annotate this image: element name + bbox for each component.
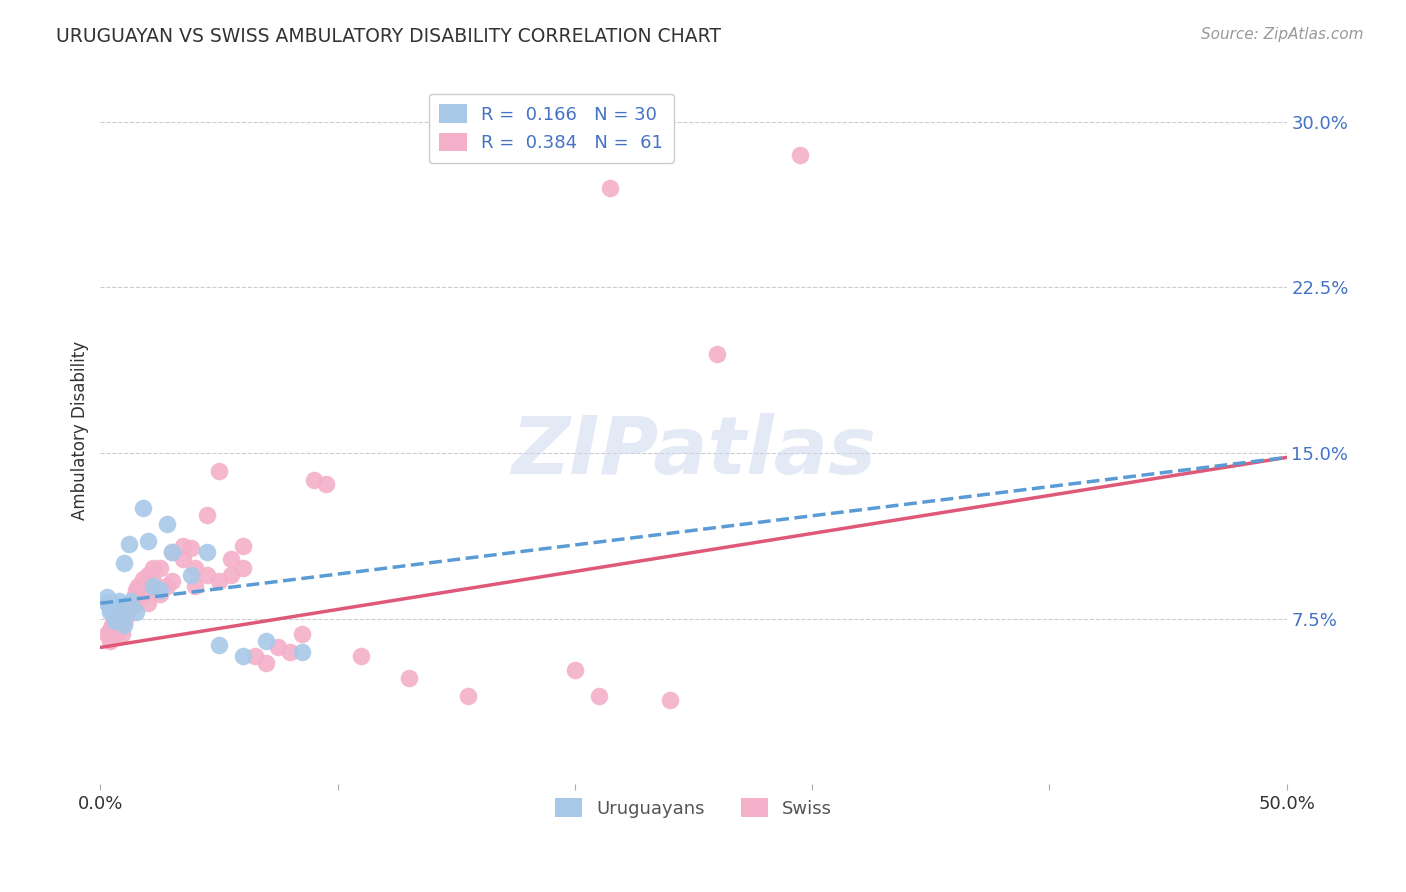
Point: [219, 552, 242, 566]
Point: [254, 633, 277, 648]
Point: [98, 600, 121, 615]
Point: [132, 587, 155, 601]
Point: [254, 656, 277, 670]
Point: [108, 618, 131, 632]
Point: [96, 627, 118, 641]
Point: [105, 614, 128, 628]
Point: [208, 574, 231, 589]
Point: [149, 582, 172, 597]
Point: [103, 609, 125, 624]
Point: [112, 618, 135, 632]
Point: [195, 508, 218, 522]
Point: [232, 539, 254, 553]
Point: [115, 609, 138, 624]
Point: [706, 346, 728, 360]
Point: [588, 689, 610, 703]
Point: [122, 590, 145, 604]
Point: [103, 612, 125, 626]
Point: [101, 627, 124, 641]
Point: [132, 572, 155, 586]
Point: [278, 645, 301, 659]
Point: [141, 561, 163, 575]
Point: [398, 672, 420, 686]
Point: [98, 633, 121, 648]
Point: [160, 545, 183, 559]
Point: [350, 649, 373, 664]
Point: [125, 582, 148, 597]
Point: [105, 600, 128, 615]
Point: [160, 574, 183, 589]
Point: [103, 614, 125, 628]
Text: Source: ZipAtlas.com: Source: ZipAtlas.com: [1201, 27, 1364, 42]
Point: [141, 578, 163, 592]
Point: [195, 545, 218, 559]
Point: [96, 596, 118, 610]
Point: [105, 612, 128, 626]
Point: [136, 567, 159, 582]
Point: [108, 609, 131, 624]
Point: [98, 623, 121, 637]
Point: [232, 649, 254, 664]
Point: [232, 561, 254, 575]
Point: [105, 625, 128, 640]
Point: [658, 693, 681, 707]
Point: [101, 618, 124, 632]
Point: [112, 557, 135, 571]
Point: [208, 638, 231, 652]
Point: [195, 567, 218, 582]
Point: [136, 596, 159, 610]
Point: [103, 623, 125, 637]
Point: [156, 516, 179, 531]
Point: [457, 689, 479, 703]
Point: [208, 464, 231, 478]
Point: [132, 501, 155, 516]
Point: [789, 148, 811, 162]
Point: [125, 605, 148, 619]
Legend: Uruguayans, Swiss: Uruguayans, Swiss: [547, 791, 839, 825]
Point: [160, 545, 183, 559]
Point: [111, 627, 134, 641]
Point: [599, 181, 621, 195]
Point: [172, 539, 194, 553]
Point: [302, 473, 325, 487]
Point: [179, 541, 201, 555]
Point: [136, 534, 159, 549]
Point: [112, 600, 135, 615]
Point: [108, 594, 131, 608]
Point: [101, 596, 124, 610]
Point: [315, 477, 337, 491]
Point: [564, 663, 586, 677]
Point: [291, 645, 314, 659]
Point: [112, 616, 135, 631]
Y-axis label: Ambulatory Disability: Ambulatory Disability: [72, 342, 89, 521]
Point: [120, 600, 142, 615]
Point: [96, 590, 118, 604]
Point: [291, 627, 314, 641]
Point: [118, 536, 141, 550]
Text: ZIPatlas: ZIPatlas: [510, 413, 876, 491]
Point: [141, 574, 163, 589]
Point: [184, 561, 207, 575]
Point: [125, 596, 148, 610]
Point: [118, 596, 141, 610]
Point: [101, 603, 124, 617]
Point: [243, 649, 266, 664]
Text: URUGUAYAN VS SWISS AMBULATORY DISABILITY CORRELATION CHART: URUGUAYAN VS SWISS AMBULATORY DISABILITY…: [56, 27, 721, 45]
Point: [184, 578, 207, 592]
Point: [156, 578, 179, 592]
Point: [98, 605, 121, 619]
Point: [179, 567, 201, 582]
Point: [127, 578, 149, 592]
Point: [120, 594, 142, 608]
Point: [219, 567, 242, 582]
Point: [111, 609, 134, 624]
Point: [149, 587, 172, 601]
Point: [149, 561, 172, 575]
Point: [108, 605, 131, 619]
Point: [267, 640, 290, 655]
Point: [172, 552, 194, 566]
